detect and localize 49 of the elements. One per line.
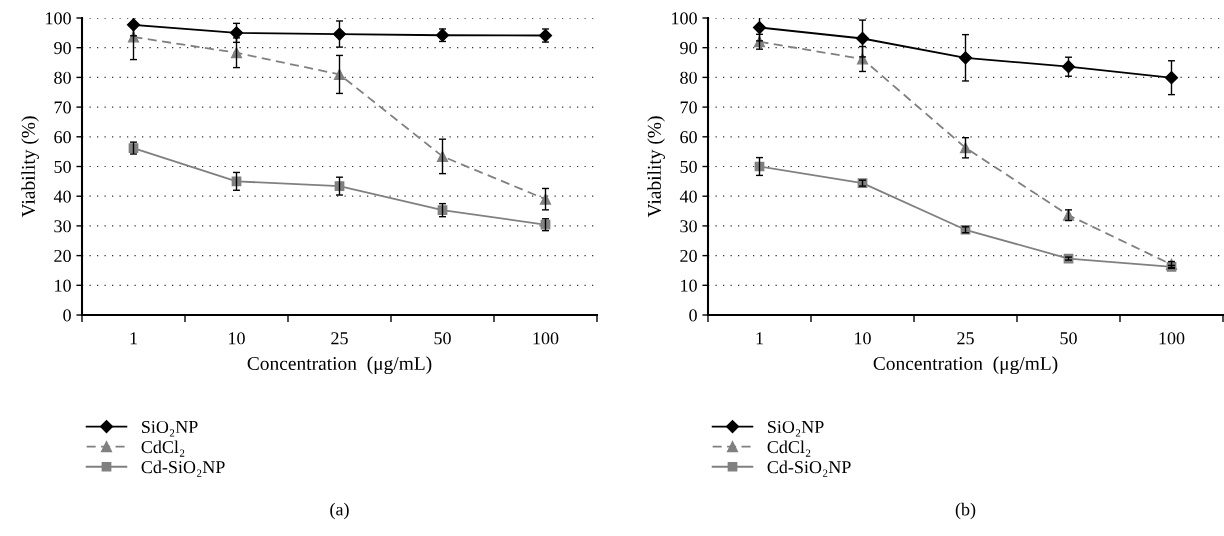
legend-label: CdCl₂	[141, 440, 185, 457]
y-tick-label: 70	[680, 101, 697, 114]
y-tick-label: 80	[680, 71, 697, 84]
legend-label: SiO₂NP	[768, 420, 824, 437]
y-tick-label: 50	[680, 160, 697, 173]
legend-label: CdCl₂	[767, 440, 811, 457]
y-tick-label: 50	[54, 160, 71, 173]
legend-label: SiO₂NP	[142, 420, 198, 437]
y-tick-label: 10	[681, 279, 697, 292]
legend-label: Cd-SiO₂NP	[141, 460, 225, 477]
y-tick-label: 10	[55, 279, 71, 292]
x-axis-title: Concentration (μg/mL)	[873, 356, 1058, 375]
y-tick-label: 80	[54, 71, 71, 84]
y-tick-label: 20	[54, 249, 71, 263]
text: (b)	[955, 502, 976, 520]
y-tick-label: 70	[54, 101, 71, 114]
y-tick-label: 100	[46, 12, 71, 25]
x-tick-label: 50	[1060, 332, 1077, 345]
x-tick-label: 1	[130, 332, 137, 345]
x-tick-label: 10	[229, 332, 245, 345]
y-tick-label: 30	[54, 220, 71, 233]
x-tick-label: 100	[1159, 332, 1185, 345]
y-axis-title: Viability (%)	[21, 116, 39, 218]
x-tick-label: 25	[957, 332, 974, 345]
y-tick-label: 100	[672, 12, 697, 25]
y-tick-label: 40	[679, 190, 697, 203]
y-tick-label: 90	[680, 41, 697, 55]
y-tick-label: 0	[689, 309, 697, 322]
y-tick-label: 20	[680, 249, 697, 263]
point	[1061, 60, 1076, 74]
y-tick-label: 60	[680, 131, 697, 144]
y-tick-label: 0	[63, 309, 71, 322]
point	[126, 18, 141, 32]
legend-label: Cd-SiO₂NP	[767, 460, 851, 477]
x-tick-label: 1	[756, 332, 763, 345]
x-tick-label: 10	[855, 332, 871, 345]
y-axis-title: Viability (%)	[647, 116, 665, 218]
point	[958, 51, 973, 65]
y-tick-label: 30	[680, 220, 697, 233]
point	[1164, 71, 1179, 85]
y-tick-label: 60	[54, 131, 71, 144]
x-tick-label: 50	[434, 332, 451, 345]
y-tick-label: 40	[53, 190, 71, 203]
x-tick-label: 100	[533, 332, 559, 345]
x-axis-title: Concentration (μg/mL)	[247, 356, 432, 375]
x-tick-label: 25	[331, 332, 348, 345]
y-tick-label: 90	[54, 41, 71, 55]
text: (a)	[330, 502, 349, 520]
point	[332, 27, 347, 41]
